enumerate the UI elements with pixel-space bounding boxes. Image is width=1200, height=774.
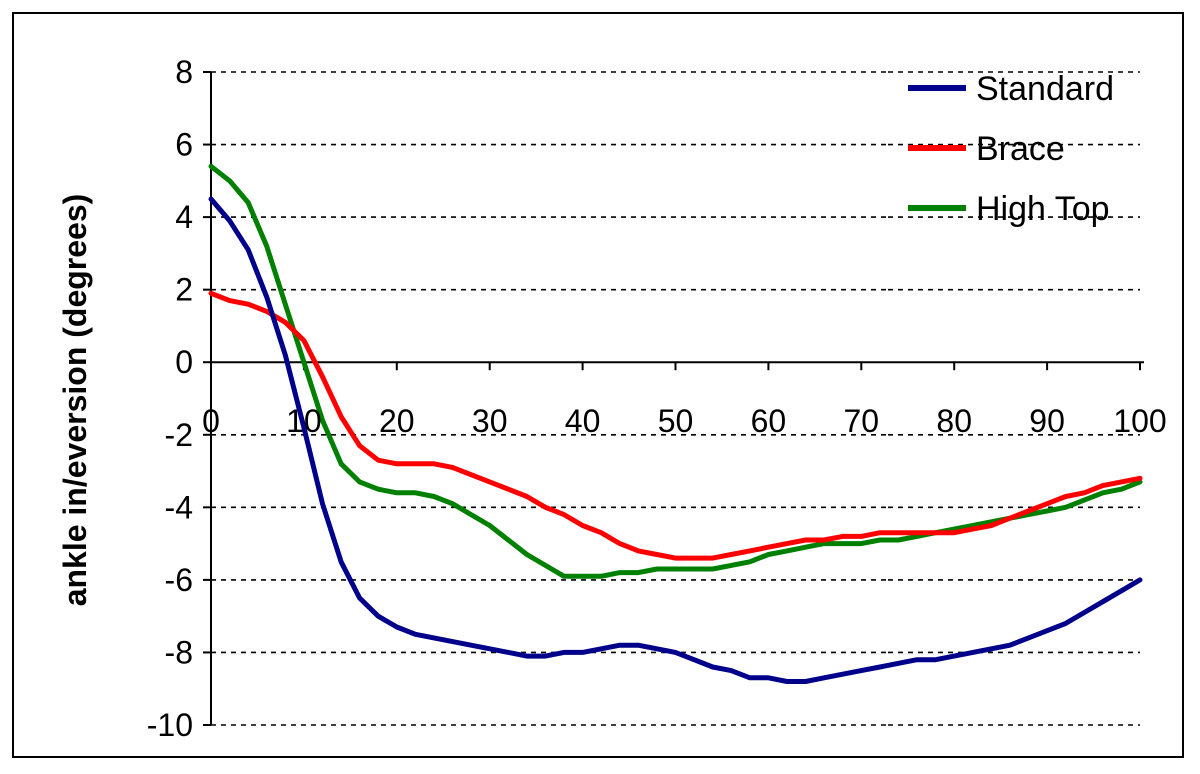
x-tick-label: 60 [751,403,787,439]
gridlines [211,71,1140,726]
y-tick-label: 8 [175,54,193,90]
legend-label: Standard [976,70,1114,108]
x-tick-label: 20 [379,403,415,439]
x-tick-label: 100 [1113,403,1166,439]
x-tick-label: 30 [472,403,508,439]
series-line-high-top [208,163,1143,579]
axes [203,71,1144,726]
series-line-standard [208,196,1143,684]
x-tick-label: 80 [936,403,972,439]
x-tick-label: 50 [658,403,694,439]
series-layer [208,163,1143,684]
y-tick-label: 0 [175,344,193,380]
y-tick-label: 6 [175,127,193,163]
x-tick-label: 0 [202,403,220,439]
legend-label: Brace [976,130,1065,168]
y-tick-label: -2 [165,417,193,453]
y-axis-label: ankle in/eversion (degrees) [57,194,93,607]
y-tick-label: -8 [165,634,193,670]
chart-frame [12,12,1184,758]
x-tick-label: 10 [286,403,322,439]
x-tick-labels: 0 10 20 30 40 50 60 70 80 90 100 [202,403,1167,439]
y-tick-label: 4 [175,199,193,235]
y-tick-label: 2 [175,272,193,308]
y-tick-label: -10 [147,707,193,743]
y-tick-label: -4 [165,489,193,525]
legend: Standard Brace High Top [908,70,1114,228]
series-line-brace [208,290,1143,561]
x-tick-label: 90 [1029,403,1065,439]
y-tick-labels: 8 6 4 2 0 -2 -4 -6 -8 -10 [147,54,193,743]
y-tick-label: -6 [165,562,193,598]
legend-label: High Top [976,190,1110,228]
x-tick-label: 40 [565,403,601,439]
x-tick-label: 70 [844,403,880,439]
